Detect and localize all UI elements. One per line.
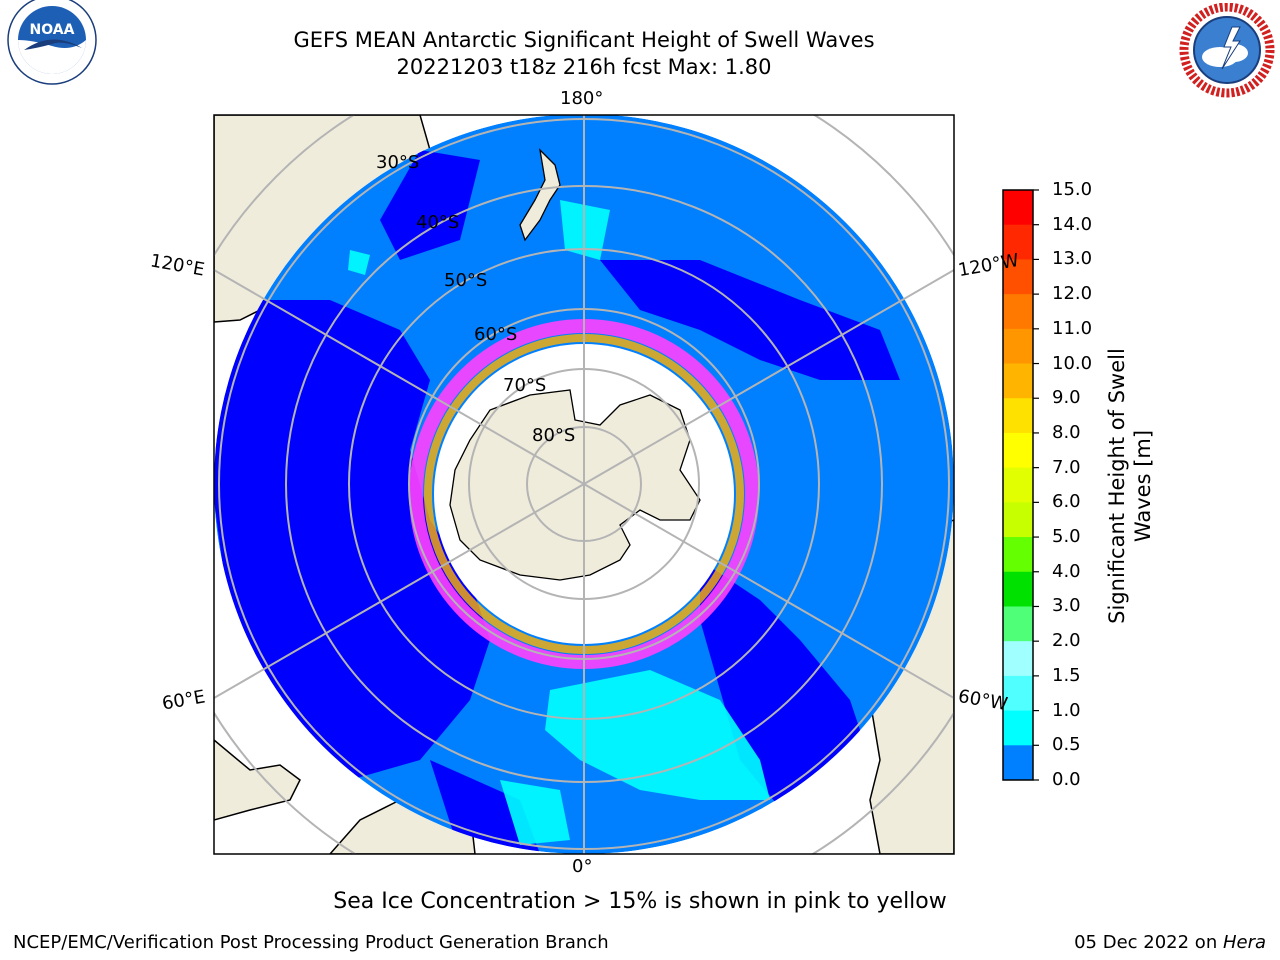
ocean-swell-high-south (545, 670, 770, 800)
colorbar-label-line2: Waves [m] (1131, 429, 1155, 543)
nws-logo (1176, 2, 1278, 98)
colorbar-tick-label: 5.0 (1052, 526, 1081, 548)
colorbar-swatch (1003, 675, 1033, 712)
ocean-swell-low-west (214, 300, 490, 780)
chart-subtitle: 20221203 t18z 216h fcst Max: 1.80 (396, 55, 772, 79)
noaa-logo-text: NOAA (30, 22, 75, 38)
lon-label-0: 0° (572, 856, 593, 877)
lat-label-60s: 60°S (474, 324, 518, 345)
sea-ice-caption: Sea Ice Concentration > 15% is shown in … (333, 889, 947, 914)
lat-label-70s: 70°S (503, 375, 547, 396)
lat-label-80s: 80°S (532, 425, 576, 446)
colorbar-swatch (1003, 467, 1033, 503)
ocean-swell-high-west (348, 250, 370, 275)
colorbar-swatch (1003, 571, 1033, 607)
colorbar-tick-label: 10.0 (1052, 352, 1093, 374)
colorbar-tick-label: 2.0 (1052, 630, 1081, 652)
colorbar-swatch (1003, 502, 1033, 538)
lat-label-40s: 40°S (416, 212, 460, 233)
colorbar (1002, 189, 1039, 781)
colorbar-tick-label: 13.0 (1052, 248, 1093, 270)
colorbar-swatch (1003, 432, 1033, 469)
lon-label-180: 180° (560, 88, 604, 109)
map-frame (213, 114, 955, 855)
colorbar-tick-label: 0.0 (1052, 769, 1081, 790)
colorbar-swatch (1003, 259, 1033, 295)
colorbar-swatch (1003, 398, 1033, 434)
colorbar-swatch (1003, 328, 1033, 365)
colorbar-tick-label: 11.0 (1052, 317, 1093, 339)
ocean-swell-low-nw (380, 150, 480, 260)
colorbar-tick-label: 4.0 (1052, 560, 1081, 582)
colorbar-tick-label: 14.0 (1052, 213, 1093, 235)
colorbar-swatch (1003, 190, 1033, 226)
graticule (214, 115, 954, 854)
colorbar-swatch (1003, 294, 1033, 330)
colorbar-tick-label: 0.5 (1052, 734, 1081, 756)
footer-machine: Hera (1222, 932, 1266, 953)
colorbar-tick-label: 3.0 (1052, 595, 1081, 617)
colorbar-tick-label: 8.0 (1052, 421, 1081, 443)
lat-label-30s: 30°S (376, 152, 420, 173)
ocean-swell-low-north (600, 260, 900, 380)
colorbar-label: Significant Height of Swell Waves [m] (1104, 336, 1156, 636)
colorbar-swatch (1003, 710, 1033, 746)
colorbar-swatch (1003, 224, 1033, 260)
footer-date: 05 Dec 2022 on Hera (1074, 932, 1266, 953)
colorbar-tick-label: 1.0 (1052, 699, 1081, 721)
colorbar-tick-label: 1.5 (1052, 664, 1081, 686)
colorbar-frame (1002, 189, 1034, 781)
lat-label-50s: 50°S (444, 270, 488, 291)
footer-date-text: 05 Dec 2022 on (1074, 932, 1223, 953)
meridian-60e-120w (214, 269, 954, 699)
colorbar-swatch (1003, 745, 1033, 781)
chart-title: GEFS MEAN Antarctic Significant Height o… (293, 28, 875, 52)
noaa-logo: NOAA (2, 0, 102, 85)
colorbar-swatch (1003, 537, 1033, 573)
colorbar-tick-label: 7.0 (1052, 456, 1081, 478)
colorbar-swatch (1003, 363, 1033, 399)
ocean-swell-high-sw (500, 780, 570, 845)
colorbar-tick-label: 15.0 (1052, 179, 1093, 200)
ocean-swell-low-south (430, 760, 540, 854)
footer-credit: NCEP/EMC/Verification Post Processing Pr… (13, 932, 609, 953)
land-antarctica (449, 389, 701, 581)
colorbar-tick-label: 9.0 (1052, 387, 1081, 409)
colorbar-tick-label: 6.0 (1052, 491, 1081, 513)
colorbar-swatch (1003, 606, 1033, 642)
colorbar-tick-label: 12.0 (1052, 283, 1093, 305)
colorbar-swatch (1003, 641, 1033, 677)
colorbar-label-line1: Significant Height of Swell (1105, 348, 1129, 624)
